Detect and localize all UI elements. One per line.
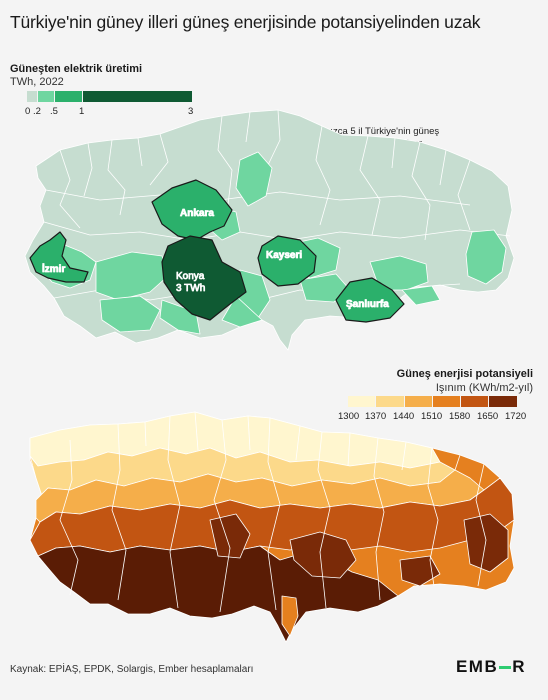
map1-label-kayseri: Kayseri	[266, 250, 302, 261]
map1-label-konya-value: 3 TWh	[176, 283, 205, 294]
map1-label-izmir: İzmir	[42, 262, 65, 275]
source-note: Kaynak: EPİAŞ, EPDK, Solargis, Ember hes…	[10, 664, 253, 675]
map2-turkey	[30, 412, 514, 642]
ember-logo: EMB R	[456, 657, 526, 677]
logo-accent-bar	[499, 666, 511, 669]
map1-label-sanliurfa: Şanlıurfa	[346, 299, 389, 310]
map1-label-konya: Konya	[176, 271, 205, 282]
map1-turkey: Ankara İzmir Konya 3 TWh Kayseri Şanlıur…	[25, 110, 514, 350]
map1-base-country	[25, 110, 514, 350]
map1-label-ankara: Ankara	[180, 208, 214, 219]
map1-prov-mid-9	[402, 286, 440, 305]
